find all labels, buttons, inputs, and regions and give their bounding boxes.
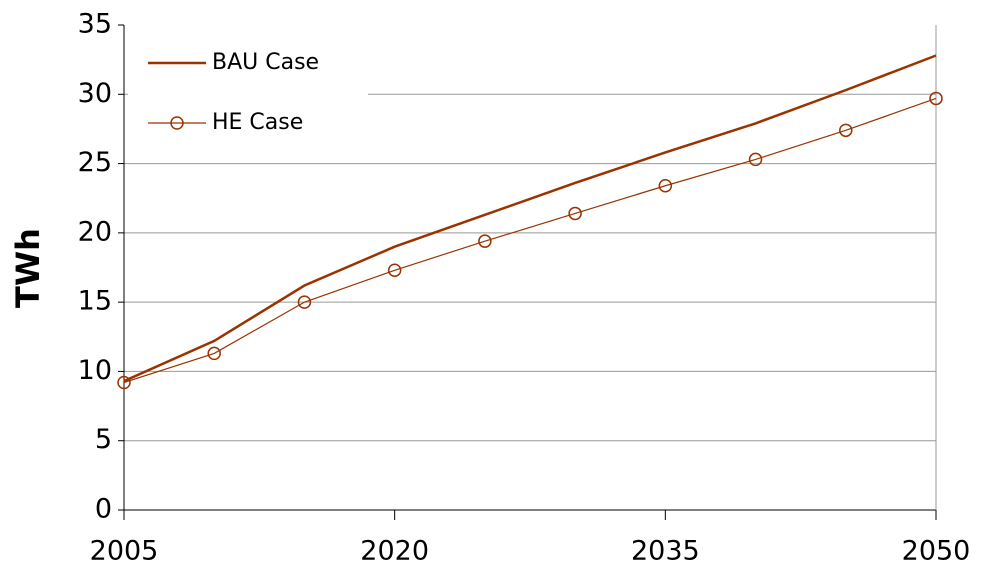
y-tick-label: 5 — [95, 424, 112, 455]
legend-box — [128, 30, 368, 155]
marker — [478, 234, 492, 248]
y-tick-label: 35 — [78, 9, 112, 40]
legend-label: HE Case — [212, 110, 303, 135]
series-line — [123, 54, 937, 383]
series-line — [123, 97, 937, 384]
y-tick-label: 15 — [78, 286, 112, 317]
x-tick-label: 2035 — [631, 536, 700, 567]
legend-marker — [170, 116, 184, 130]
marker — [117, 375, 131, 390]
y-axis-label: TWh — [9, 228, 47, 308]
y-tick-label: 20 — [78, 216, 112, 247]
marker — [297, 295, 312, 309]
marker — [207, 346, 221, 361]
y-tick-label: 0 — [95, 494, 112, 525]
y-tick-label: 25 — [78, 147, 112, 178]
marker — [658, 178, 673, 193]
y-tick-label: 10 — [78, 355, 112, 386]
marker — [839, 123, 853, 138]
x-tick-label: 2050 — [902, 536, 971, 567]
marker — [568, 206, 582, 221]
x-tick-label: 2005 — [90, 536, 159, 567]
marker — [929, 91, 943, 106]
x-tick-label: 2020 — [360, 536, 429, 567]
legend-label: BAU Case — [212, 50, 319, 75]
marker — [387, 263, 402, 278]
marker — [748, 152, 763, 167]
y-tick-label: 30 — [78, 78, 112, 109]
